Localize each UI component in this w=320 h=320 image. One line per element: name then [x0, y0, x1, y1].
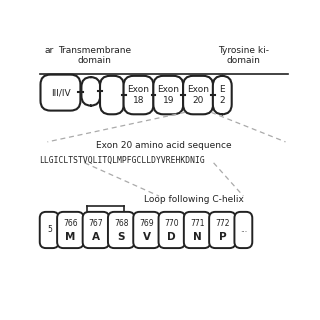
Text: Exon
19: Exon 19 [157, 85, 179, 105]
FancyBboxPatch shape [133, 212, 160, 248]
Text: Exon 20 amino acid sequence: Exon 20 amino acid sequence [96, 141, 232, 150]
Text: 772: 772 [215, 219, 230, 228]
FancyBboxPatch shape [124, 76, 154, 114]
FancyBboxPatch shape [40, 212, 59, 248]
FancyBboxPatch shape [57, 212, 84, 248]
Text: Transmembrane
domain: Transmembrane domain [58, 46, 131, 65]
Text: P: P [219, 232, 226, 242]
FancyBboxPatch shape [235, 212, 252, 248]
Text: E
2: E 2 [220, 85, 225, 105]
Text: N: N [193, 232, 202, 242]
Text: ar: ar [45, 46, 54, 55]
Text: D: D [167, 232, 176, 242]
Text: Loop following C-helix: Loop following C-helix [144, 195, 244, 204]
FancyBboxPatch shape [153, 76, 183, 114]
FancyBboxPatch shape [100, 76, 124, 114]
FancyBboxPatch shape [213, 76, 232, 114]
FancyBboxPatch shape [81, 77, 100, 106]
FancyBboxPatch shape [183, 76, 213, 114]
Text: Exon
18: Exon 18 [128, 85, 149, 105]
Text: ...: ... [240, 226, 247, 235]
Text: 768: 768 [114, 219, 128, 228]
Text: M: M [65, 232, 76, 242]
Text: 771: 771 [190, 219, 204, 228]
FancyBboxPatch shape [41, 75, 80, 111]
Text: III/IV: III/IV [51, 88, 70, 97]
Text: A: A [92, 232, 100, 242]
Text: V: V [142, 232, 150, 242]
Text: Tyrosine ki-
domain: Tyrosine ki- domain [218, 46, 269, 65]
Text: LLGICLTSTVQLITQLMPFGCLLDYVREHKDNIG: LLGICLTSTVQLITQLMPFGCLLDYVREHKDNIG [39, 156, 204, 165]
FancyBboxPatch shape [83, 212, 109, 248]
Text: S: S [117, 232, 125, 242]
Text: 769: 769 [139, 219, 154, 228]
Text: 767: 767 [89, 219, 103, 228]
Text: 5: 5 [47, 226, 52, 235]
Text: Exon
20: Exon 20 [187, 85, 209, 105]
FancyBboxPatch shape [184, 212, 210, 248]
Text: 766: 766 [63, 219, 78, 228]
Text: 770: 770 [164, 219, 179, 228]
FancyBboxPatch shape [158, 212, 185, 248]
FancyBboxPatch shape [209, 212, 236, 248]
FancyBboxPatch shape [108, 212, 134, 248]
